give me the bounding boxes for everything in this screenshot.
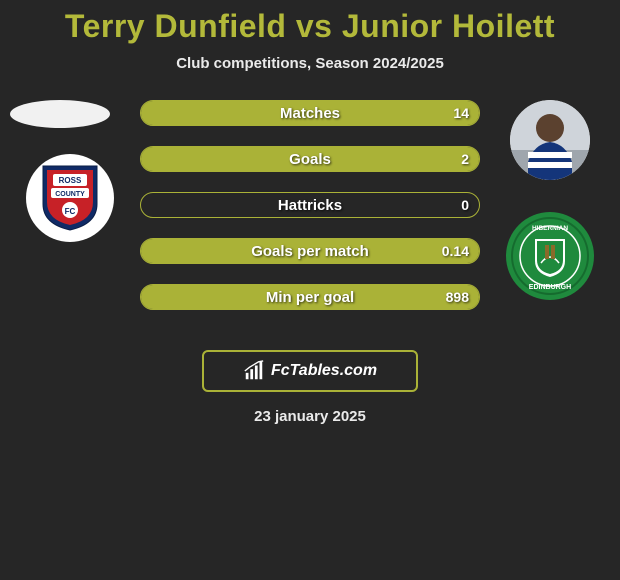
player-left-avatar — [10, 100, 110, 128]
svg-text:HIBERNIAN: HIBERNIAN — [532, 225, 568, 232]
brand-logo-text: FcTables.com — [271, 362, 377, 380]
svg-text:EDINBURGH: EDINBURGH — [529, 284, 571, 291]
stat-row: Goals2 — [140, 146, 480, 172]
player-photo-icon — [510, 100, 590, 180]
hibernian-crest-icon: EDINBURGH HIBERNIAN — [511, 217, 589, 295]
stat-fill-right — [141, 239, 479, 263]
page-title: Terry Dunfield vs Junior Hoilett — [0, 0, 620, 45]
stat-fill-right — [141, 101, 479, 125]
svg-text:FC: FC — [65, 207, 76, 216]
brand-logo: FcTables.com — [202, 350, 418, 392]
stat-row: Matches14 — [140, 100, 480, 126]
club-badge-right: EDINBURGH HIBERNIAN — [506, 212, 594, 300]
bar-chart-icon — [243, 360, 265, 382]
club-badge-left: ROSS COUNTY FC — [26, 154, 114, 242]
subtitle: Club competitions, Season 2024/2025 — [0, 55, 620, 72]
stat-fill-right — [141, 285, 479, 309]
svg-text:ROSS: ROSS — [59, 176, 82, 185]
stat-value-right: 0 — [461, 193, 469, 217]
player-right-avatar — [510, 100, 590, 180]
stat-fill-right — [141, 147, 479, 171]
stat-bars: Matches14 Goals2 Hattricks0 Goals per match… — [140, 100, 480, 330]
stat-row: Min per goal898 — [140, 284, 480, 310]
comparison-area: ROSS COUNTY FC — [0, 100, 620, 360]
stat-row: Goals per match0.14 — [140, 238, 480, 264]
stat-row: Hattricks0 — [140, 192, 480, 218]
svg-text:COUNTY: COUNTY — [55, 191, 85, 198]
footer-date: 23 january 2025 — [0, 408, 620, 425]
stat-label: Hattricks — [141, 193, 479, 217]
ross-county-crest-icon: ROSS COUNTY FC — [39, 164, 101, 232]
